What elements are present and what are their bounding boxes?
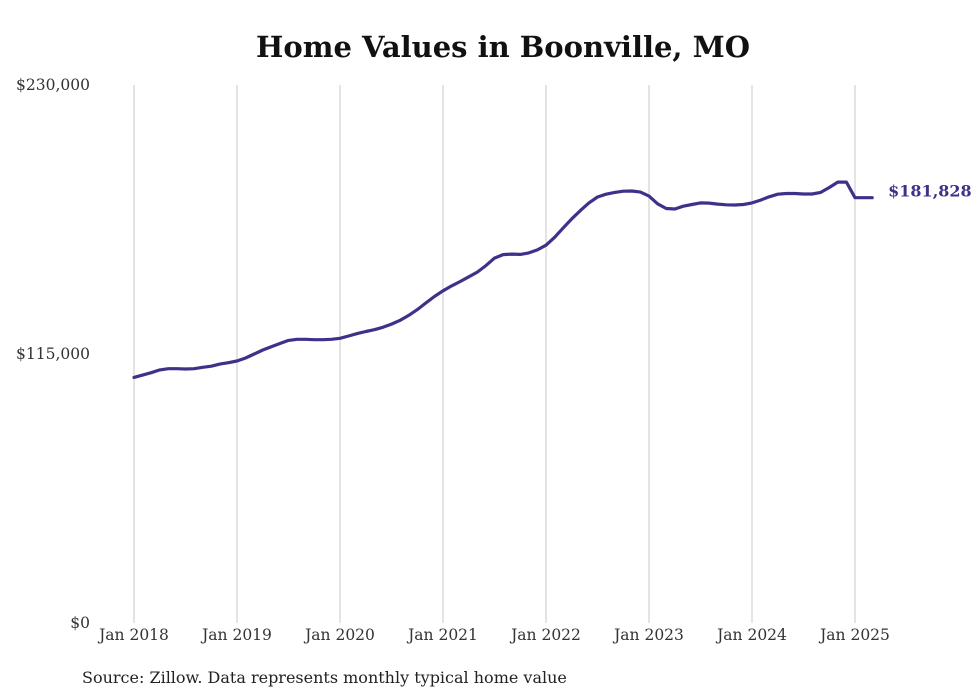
x-tick-label: Jan 2020	[303, 626, 375, 644]
x-tick-label: Jan 2024	[715, 626, 787, 644]
y-tick-label: $0	[70, 614, 90, 632]
x-tick-label: Jan 2023	[612, 626, 684, 644]
end-value-label: $181,828	[888, 182, 972, 201]
x-tick-label: Jan 2019	[200, 626, 272, 644]
y-tick-label: $230,000	[16, 76, 90, 94]
source-note: Source: Zillow. Data represents monthly …	[82, 668, 567, 687]
x-axis-ticks: Jan 2018 Jan 2019 Jan 2020 Jan 2021 Jan 2022…	[97, 626, 890, 644]
gridlines	[133, 85, 856, 623]
y-axis-ticks: $0 $115,000 $230,000	[16, 76, 90, 632]
series-line-home-value	[132, 180, 874, 379]
chart-title: Home Values in Boonville, MO	[256, 30, 750, 64]
x-tick-label: Jan 2021	[406, 626, 478, 644]
x-tick-label: Jan 2018	[97, 626, 169, 644]
x-tick-label: Jan 2022	[509, 626, 581, 644]
y-tick-label: $115,000	[16, 345, 90, 363]
x-tick-label: Jan 2025	[818, 626, 890, 644]
